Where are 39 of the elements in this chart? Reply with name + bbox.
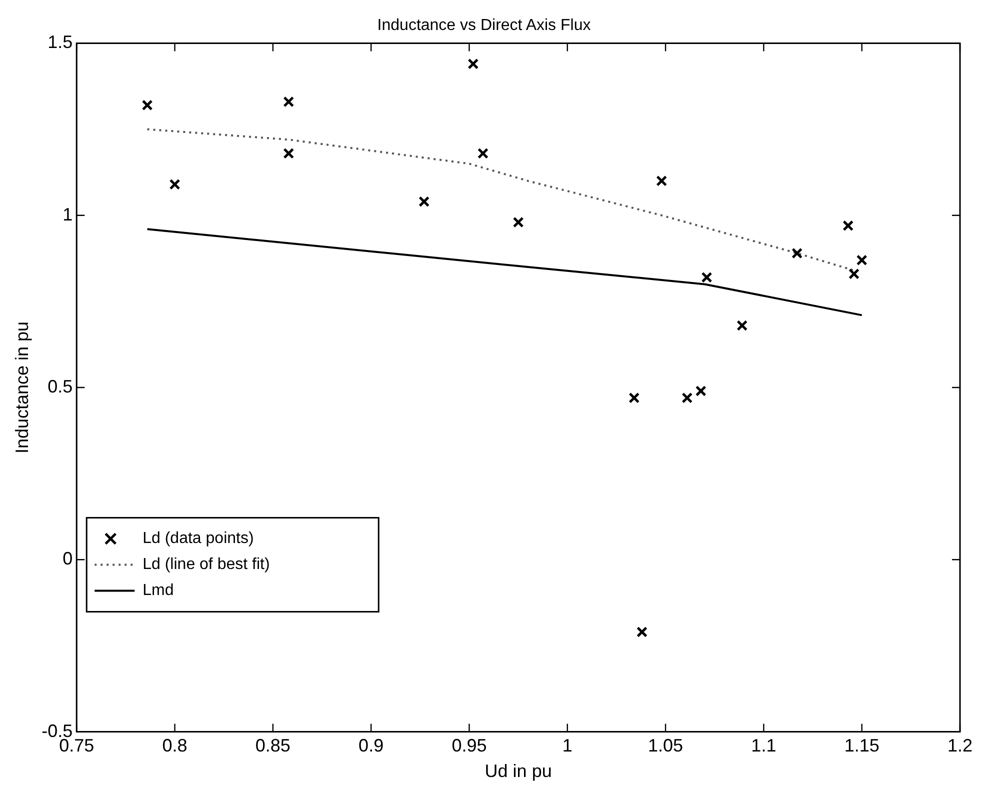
point <box>142 100 153 111</box>
x-tick-label: 0.85 <box>255 736 290 756</box>
x-tick-label: 1.2 <box>947 736 973 756</box>
legend-label: Lmd <box>142 582 174 600</box>
point <box>169 178 180 190</box>
point <box>656 175 668 186</box>
point <box>736 320 748 332</box>
x-axis-title: Ud in pu <box>484 761 552 782</box>
legend-label: Ld (data points) <box>142 530 254 548</box>
line-series <box>146 128 855 272</box>
point <box>792 248 803 259</box>
x-tick-label: 1.05 <box>648 736 684 756</box>
point <box>283 148 294 159</box>
chart-title: Inductance vs Direct Axis Flux <box>377 17 591 34</box>
point <box>701 272 712 283</box>
point <box>856 254 868 266</box>
legend-label: Ld (line of best fit) <box>142 556 270 574</box>
point <box>628 392 640 404</box>
x-tick-label: 1.1 <box>751 736 776 756</box>
y-tick-label: 1.5 <box>48 32 73 52</box>
point <box>682 392 693 404</box>
y-axis-title: Inductance in pu <box>12 321 32 454</box>
point <box>842 220 854 232</box>
y-tick-label: 0.5 <box>48 376 73 396</box>
point <box>468 58 479 70</box>
y-tick-label: 0 <box>62 548 73 569</box>
x-tick-label: 1 <box>562 736 572 756</box>
point <box>477 148 488 159</box>
x-tick-label: 0.95 <box>452 736 487 756</box>
point <box>848 268 860 280</box>
y-tick-label: 1 <box>62 204 73 224</box>
x-tick-label: 1.15 <box>844 736 880 756</box>
point <box>695 385 706 396</box>
x-tick-label: 0.8 <box>162 736 188 756</box>
point <box>418 196 430 208</box>
point <box>512 216 524 228</box>
point <box>283 96 294 108</box>
x-tick-label: 0.9 <box>358 736 384 756</box>
point <box>636 626 648 638</box>
